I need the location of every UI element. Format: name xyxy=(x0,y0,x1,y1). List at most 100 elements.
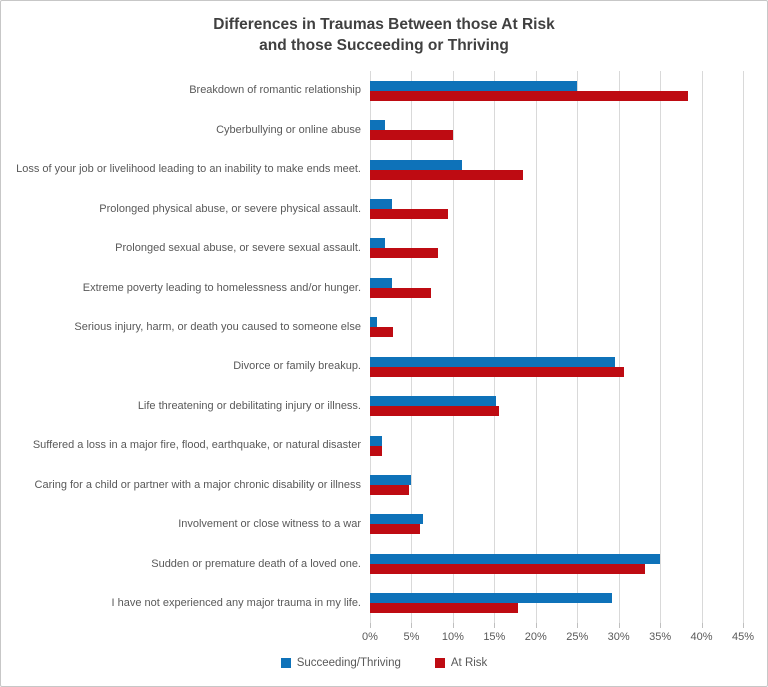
category-label-cell: Caring for a child or partner with a maj… xyxy=(1,478,365,493)
legend-label-at-risk: At Risk xyxy=(450,656,488,669)
bar-at-risk xyxy=(370,524,420,535)
bar-at-risk xyxy=(370,327,394,338)
category-label-cell: Serious injury, harm, or death you cause… xyxy=(1,320,365,335)
bar-group xyxy=(370,317,743,338)
category-label: Extreme poverty leading to homelessness … xyxy=(82,281,361,294)
bar-group xyxy=(370,159,743,180)
axis-tick xyxy=(743,622,744,628)
bar-at-risk xyxy=(370,366,624,377)
bar-at-risk xyxy=(370,484,409,495)
bar-group xyxy=(370,277,743,298)
category-label-cell: Involvement or close witness to a war xyxy=(1,517,365,532)
gridline xyxy=(618,71,620,623)
chart-row: Extreme poverty leading to homelessness … xyxy=(1,268,767,307)
chart-title-line2: and those Succeeding or Thriving xyxy=(259,37,509,54)
bar-at-risk xyxy=(370,603,518,614)
bar-rows: Breakdown of romantic relationship Cyberb… xyxy=(1,71,767,623)
legend-item-succeeding-thriving: Succeeding/Thriving xyxy=(280,656,401,669)
axis-tick xyxy=(411,622,413,628)
category-label-cell: Breakdown of romantic relationship xyxy=(1,83,365,98)
category-label: Breakdown of romantic relationship xyxy=(189,84,361,97)
axis-tick-label: 30% xyxy=(607,630,630,643)
category-label-cell: I have not experienced any major trauma … xyxy=(1,596,365,611)
axis-tick xyxy=(577,622,579,628)
category-label: Prolonged sexual abuse, or severe sexual… xyxy=(115,242,361,255)
category-label-cell: Cyberbullying or online abuse xyxy=(1,123,365,138)
axis-tick-label: 40% xyxy=(690,630,713,643)
chart-title: Differences in Traumas Between those At … xyxy=(1,1,767,69)
category-label: Prolonged physical abuse, or severe phys… xyxy=(99,202,361,215)
chart-row: Suffered a loss in a major fire, flood, … xyxy=(1,426,767,465)
chart-row: Caring for a child or partner with a maj… xyxy=(1,465,767,504)
bar-at-risk xyxy=(370,248,438,259)
gridline xyxy=(660,71,662,623)
bar-group xyxy=(370,80,743,101)
category-label-cell: Suffered a loss in a major fire, flood, … xyxy=(1,438,365,453)
bar-at-risk xyxy=(370,406,500,417)
plot-area: Breakdown of romantic relationship Cyberb… xyxy=(1,71,767,653)
axis-tick xyxy=(701,622,703,628)
bar-succeeding-thriving xyxy=(370,120,385,131)
axis-tick xyxy=(494,622,496,628)
bar-at-risk xyxy=(370,563,646,574)
bar-succeeding-thriving xyxy=(370,238,385,249)
chart-row: Life threatening or debilitating injury … xyxy=(1,386,767,425)
axis-tick xyxy=(618,622,620,628)
chart-row: I have not experienced any major trauma … xyxy=(1,583,767,622)
axis-tick-label: 0% xyxy=(362,630,378,643)
chart-row: Cyberbullying or online abuse xyxy=(1,110,767,149)
bar-succeeding-thriving xyxy=(370,593,613,604)
axis-tick-label: 35% xyxy=(649,630,672,643)
legend: Succeeding/Thriving At Risk xyxy=(1,657,767,669)
gridline xyxy=(743,71,744,623)
axis-tick xyxy=(452,622,454,628)
bar-at-risk xyxy=(370,445,382,456)
bar-at-risk xyxy=(370,130,453,141)
gridline xyxy=(577,71,579,623)
gridline xyxy=(535,71,537,623)
bar-group xyxy=(370,593,743,614)
legend-label-succeeding-thriving: Succeeding/Thriving xyxy=(296,656,401,669)
chart-title-line1: Differences in Traumas Between those At … xyxy=(213,16,555,33)
chart-row: Breakdown of romantic relationship xyxy=(1,71,767,110)
category-label: Suffered a loss in a major fire, flood, … xyxy=(32,439,361,452)
bar-succeeding-thriving xyxy=(370,356,616,367)
axis-tick-label: 10% xyxy=(441,630,464,643)
axis-tick-label: 20% xyxy=(524,630,547,643)
chart-row: Involvement or close witness to a war xyxy=(1,505,767,544)
category-label: I have not experienced any major trauma … xyxy=(111,596,361,609)
category-label: Serious injury, harm, or death you cause… xyxy=(74,320,361,333)
category-label: Loss of your job or livelihood leading t… xyxy=(16,163,361,176)
chart-row: Sudden or premature death of a loved one… xyxy=(1,544,767,583)
category-label: Sudden or premature death of a loved one… xyxy=(151,557,361,570)
bar-group xyxy=(370,238,743,259)
axis-tick-label: 15% xyxy=(483,630,506,643)
gridline xyxy=(494,71,496,623)
gridline xyxy=(411,71,413,623)
category-label-cell: Extreme poverty leading to homelessness … xyxy=(1,281,365,296)
legend-swatch-blue-icon xyxy=(280,657,291,668)
axis-tick xyxy=(535,622,537,628)
axis-tick-label: 25% xyxy=(566,630,589,643)
axis-tick xyxy=(370,622,371,628)
category-label: Cyberbullying or online abuse xyxy=(216,123,361,136)
bar-at-risk xyxy=(370,169,524,180)
gridline xyxy=(452,71,454,623)
x-axis: 0% 5% 10% 15% 20% 25% 30% 35% 40% 45% xyxy=(362,622,754,653)
chart-row: Prolonged physical abuse, or severe phys… xyxy=(1,189,767,228)
bar-succeeding-thriving xyxy=(370,435,382,446)
bar-succeeding-thriving xyxy=(370,80,578,91)
bar-succeeding-thriving xyxy=(370,396,496,407)
gridline xyxy=(370,71,371,623)
category-label-cell: Sudden or premature death of a loved one… xyxy=(1,557,365,572)
chart-row: Serious injury, harm, or death you cause… xyxy=(1,308,767,347)
bar-group xyxy=(370,474,743,495)
category-label-cell: Life threatening or debilitating injury … xyxy=(1,399,365,414)
bar-succeeding-thriving xyxy=(370,198,392,209)
category-label: Involvement or close witness to a war xyxy=(178,518,361,531)
bar-group xyxy=(370,198,743,219)
legend-swatch-red-icon xyxy=(434,657,445,668)
bar-group xyxy=(370,356,743,377)
legend-item-at-risk: At Risk xyxy=(434,656,488,669)
bar-succeeding-thriving xyxy=(370,553,661,564)
